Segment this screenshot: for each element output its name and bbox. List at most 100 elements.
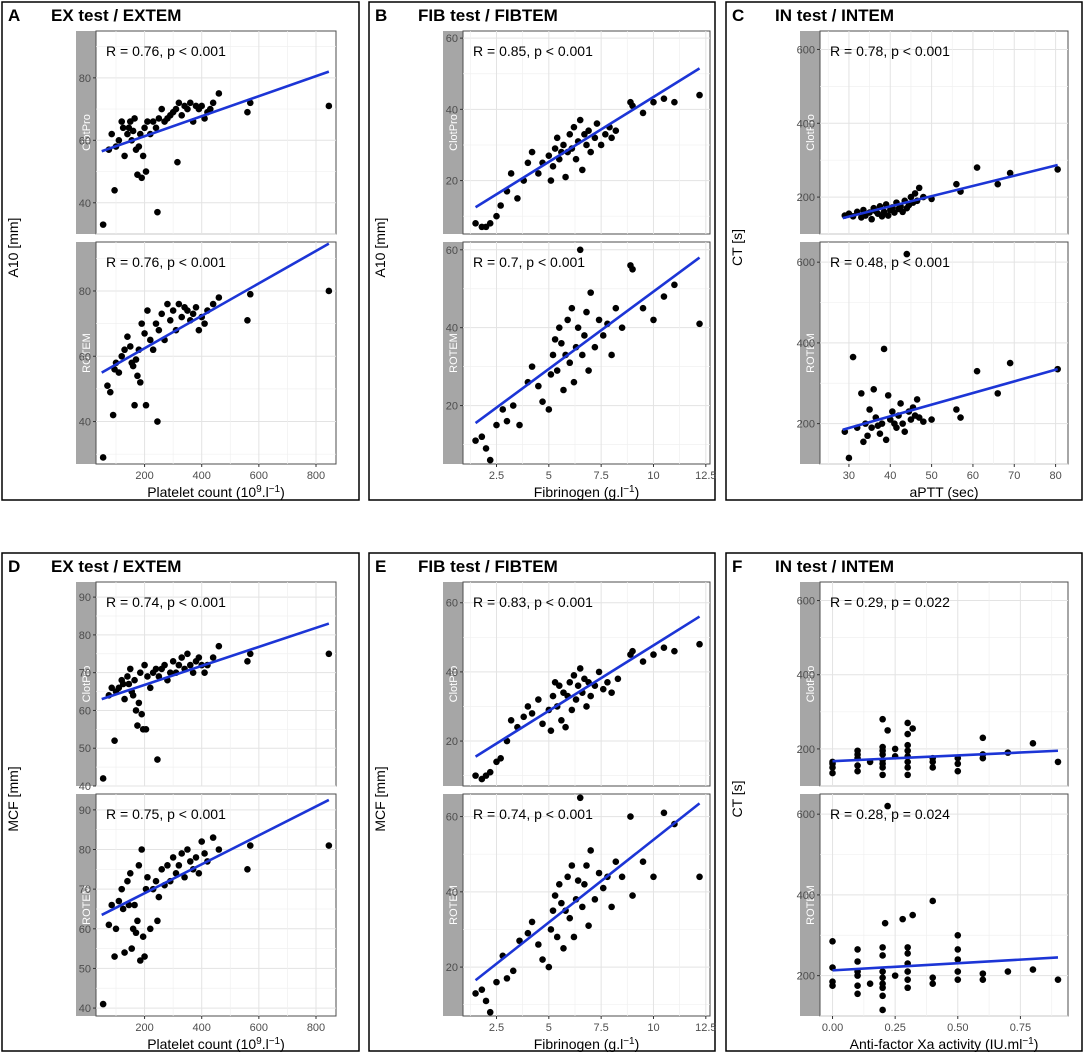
facet-strip-label: ClotPro <box>805 666 817 703</box>
data-point <box>899 915 906 923</box>
plot-area <box>819 30 1069 235</box>
data-point <box>564 873 571 881</box>
data-point <box>184 307 191 314</box>
x-tick-label: 0.25 <box>884 1022 905 1034</box>
data-point <box>639 304 647 312</box>
data-point <box>576 116 584 124</box>
data-point <box>244 108 251 116</box>
data-point <box>829 769 836 777</box>
data-point <box>854 747 861 755</box>
data-point <box>911 190 919 197</box>
y-tick-label: 60 <box>446 245 458 257</box>
x-axis-label-text: ) <box>635 484 640 500</box>
data-point <box>870 386 878 393</box>
x-tick-label: 7.5 <box>594 470 609 482</box>
data-point <box>555 324 563 331</box>
data-point <box>503 417 511 425</box>
data-point <box>560 141 567 149</box>
data-point <box>186 661 194 669</box>
data-point <box>136 669 144 676</box>
x-axis-label: Fibrinogen (g.l−1) <box>534 484 640 500</box>
data-point <box>597 141 605 149</box>
data-point <box>514 195 521 202</box>
data-point <box>904 950 911 957</box>
data-point <box>929 974 937 981</box>
facet-strip-label: ROTEM <box>81 333 93 373</box>
data-point <box>169 307 177 314</box>
facet-strip-label: ROTEM <box>81 885 93 925</box>
data-point <box>175 300 183 308</box>
data-point <box>246 290 254 298</box>
data-point <box>209 99 217 107</box>
panel-d: D EX test / EXTEM ClotPro 40 50 60 70 80 90 R = 0… <box>1 552 360 1052</box>
data-point <box>146 925 154 933</box>
plot-area <box>819 241 1069 465</box>
data-point <box>929 897 937 905</box>
x-tick-label: 600 <box>250 1022 268 1034</box>
data-point <box>141 953 148 960</box>
data-point <box>144 118 151 125</box>
data-point <box>612 858 620 866</box>
x-axis-label-text: .l <box>262 484 269 500</box>
data-point <box>954 976 962 983</box>
correlation-label: R = 0.48, p < 0.001 <box>830 254 950 270</box>
data-point <box>524 159 532 167</box>
data-point <box>535 696 542 703</box>
data-point <box>118 118 126 125</box>
y-tick-label: 400 <box>797 890 815 902</box>
data-point <box>566 359 574 367</box>
data-point <box>146 336 154 344</box>
data-point <box>604 678 611 686</box>
facet-strip-label: ROTEM <box>805 333 817 373</box>
data-point <box>106 388 114 396</box>
data-point <box>549 692 557 700</box>
panel-b: B FIB test / FIBTEM ClotPro 20 40 60 R = 0.85,… <box>368 1 717 501</box>
facet-rotem: ROTEM 20 40 60 R = 0.74, p < 0.001 2.5 5 7.5 10 1… <box>443 793 717 1034</box>
data-point <box>244 866 251 873</box>
trend-line <box>101 70 330 153</box>
data-point <box>897 400 904 407</box>
data-point <box>121 949 128 956</box>
data-point <box>595 316 603 324</box>
data-point <box>119 680 127 688</box>
data-point <box>909 725 916 732</box>
data-point <box>516 937 523 945</box>
data-point <box>535 382 542 390</box>
data-point <box>154 418 161 425</box>
data-point <box>591 343 599 351</box>
data-point <box>901 428 909 436</box>
data-point <box>528 148 536 156</box>
y-axis-label: CT [s] <box>729 780 745 817</box>
data-point <box>549 907 557 914</box>
facet-strip-label: ROTEM <box>805 885 817 925</box>
data-point <box>118 885 126 893</box>
data-point <box>244 317 251 324</box>
facet-strip <box>800 242 820 464</box>
data-point <box>121 346 128 354</box>
data-point <box>164 300 171 308</box>
data-point <box>570 933 578 941</box>
x-tick-label: 600 <box>250 470 268 482</box>
data-point <box>509 402 517 409</box>
x-tick-label: 2.5 <box>489 470 504 482</box>
data-point <box>854 982 861 990</box>
x-axis-label-superscript: 9 <box>256 1036 262 1047</box>
panel-a: A EX test / EXTEM ClotPro 40 60 80 R = 0.76, p… <box>1 1 360 501</box>
data-point <box>158 105 166 113</box>
facet-rotem: ROTEM 20 40 60 R = 0.7, p < 0.001 2.5 5 7.5 10 12… <box>443 241 717 482</box>
data-point <box>115 897 123 905</box>
panel-title: IN test / INTEM <box>775 6 894 25</box>
y-axis-label: MCF [mm] <box>5 766 21 831</box>
data-point <box>132 929 140 937</box>
data-point <box>879 974 886 981</box>
facet-strip-label: ClotPro <box>81 666 93 703</box>
x-axis-label-superscript: 9 <box>256 484 262 495</box>
data-point <box>553 367 561 374</box>
data-point <box>131 901 138 909</box>
y-tick-label: 40 <box>79 198 91 210</box>
y-tick-label: 20 <box>446 962 458 974</box>
data-point <box>585 127 592 135</box>
data-point <box>904 764 911 771</box>
data-point <box>854 958 861 965</box>
y-tick-label: 600 <box>797 44 815 56</box>
